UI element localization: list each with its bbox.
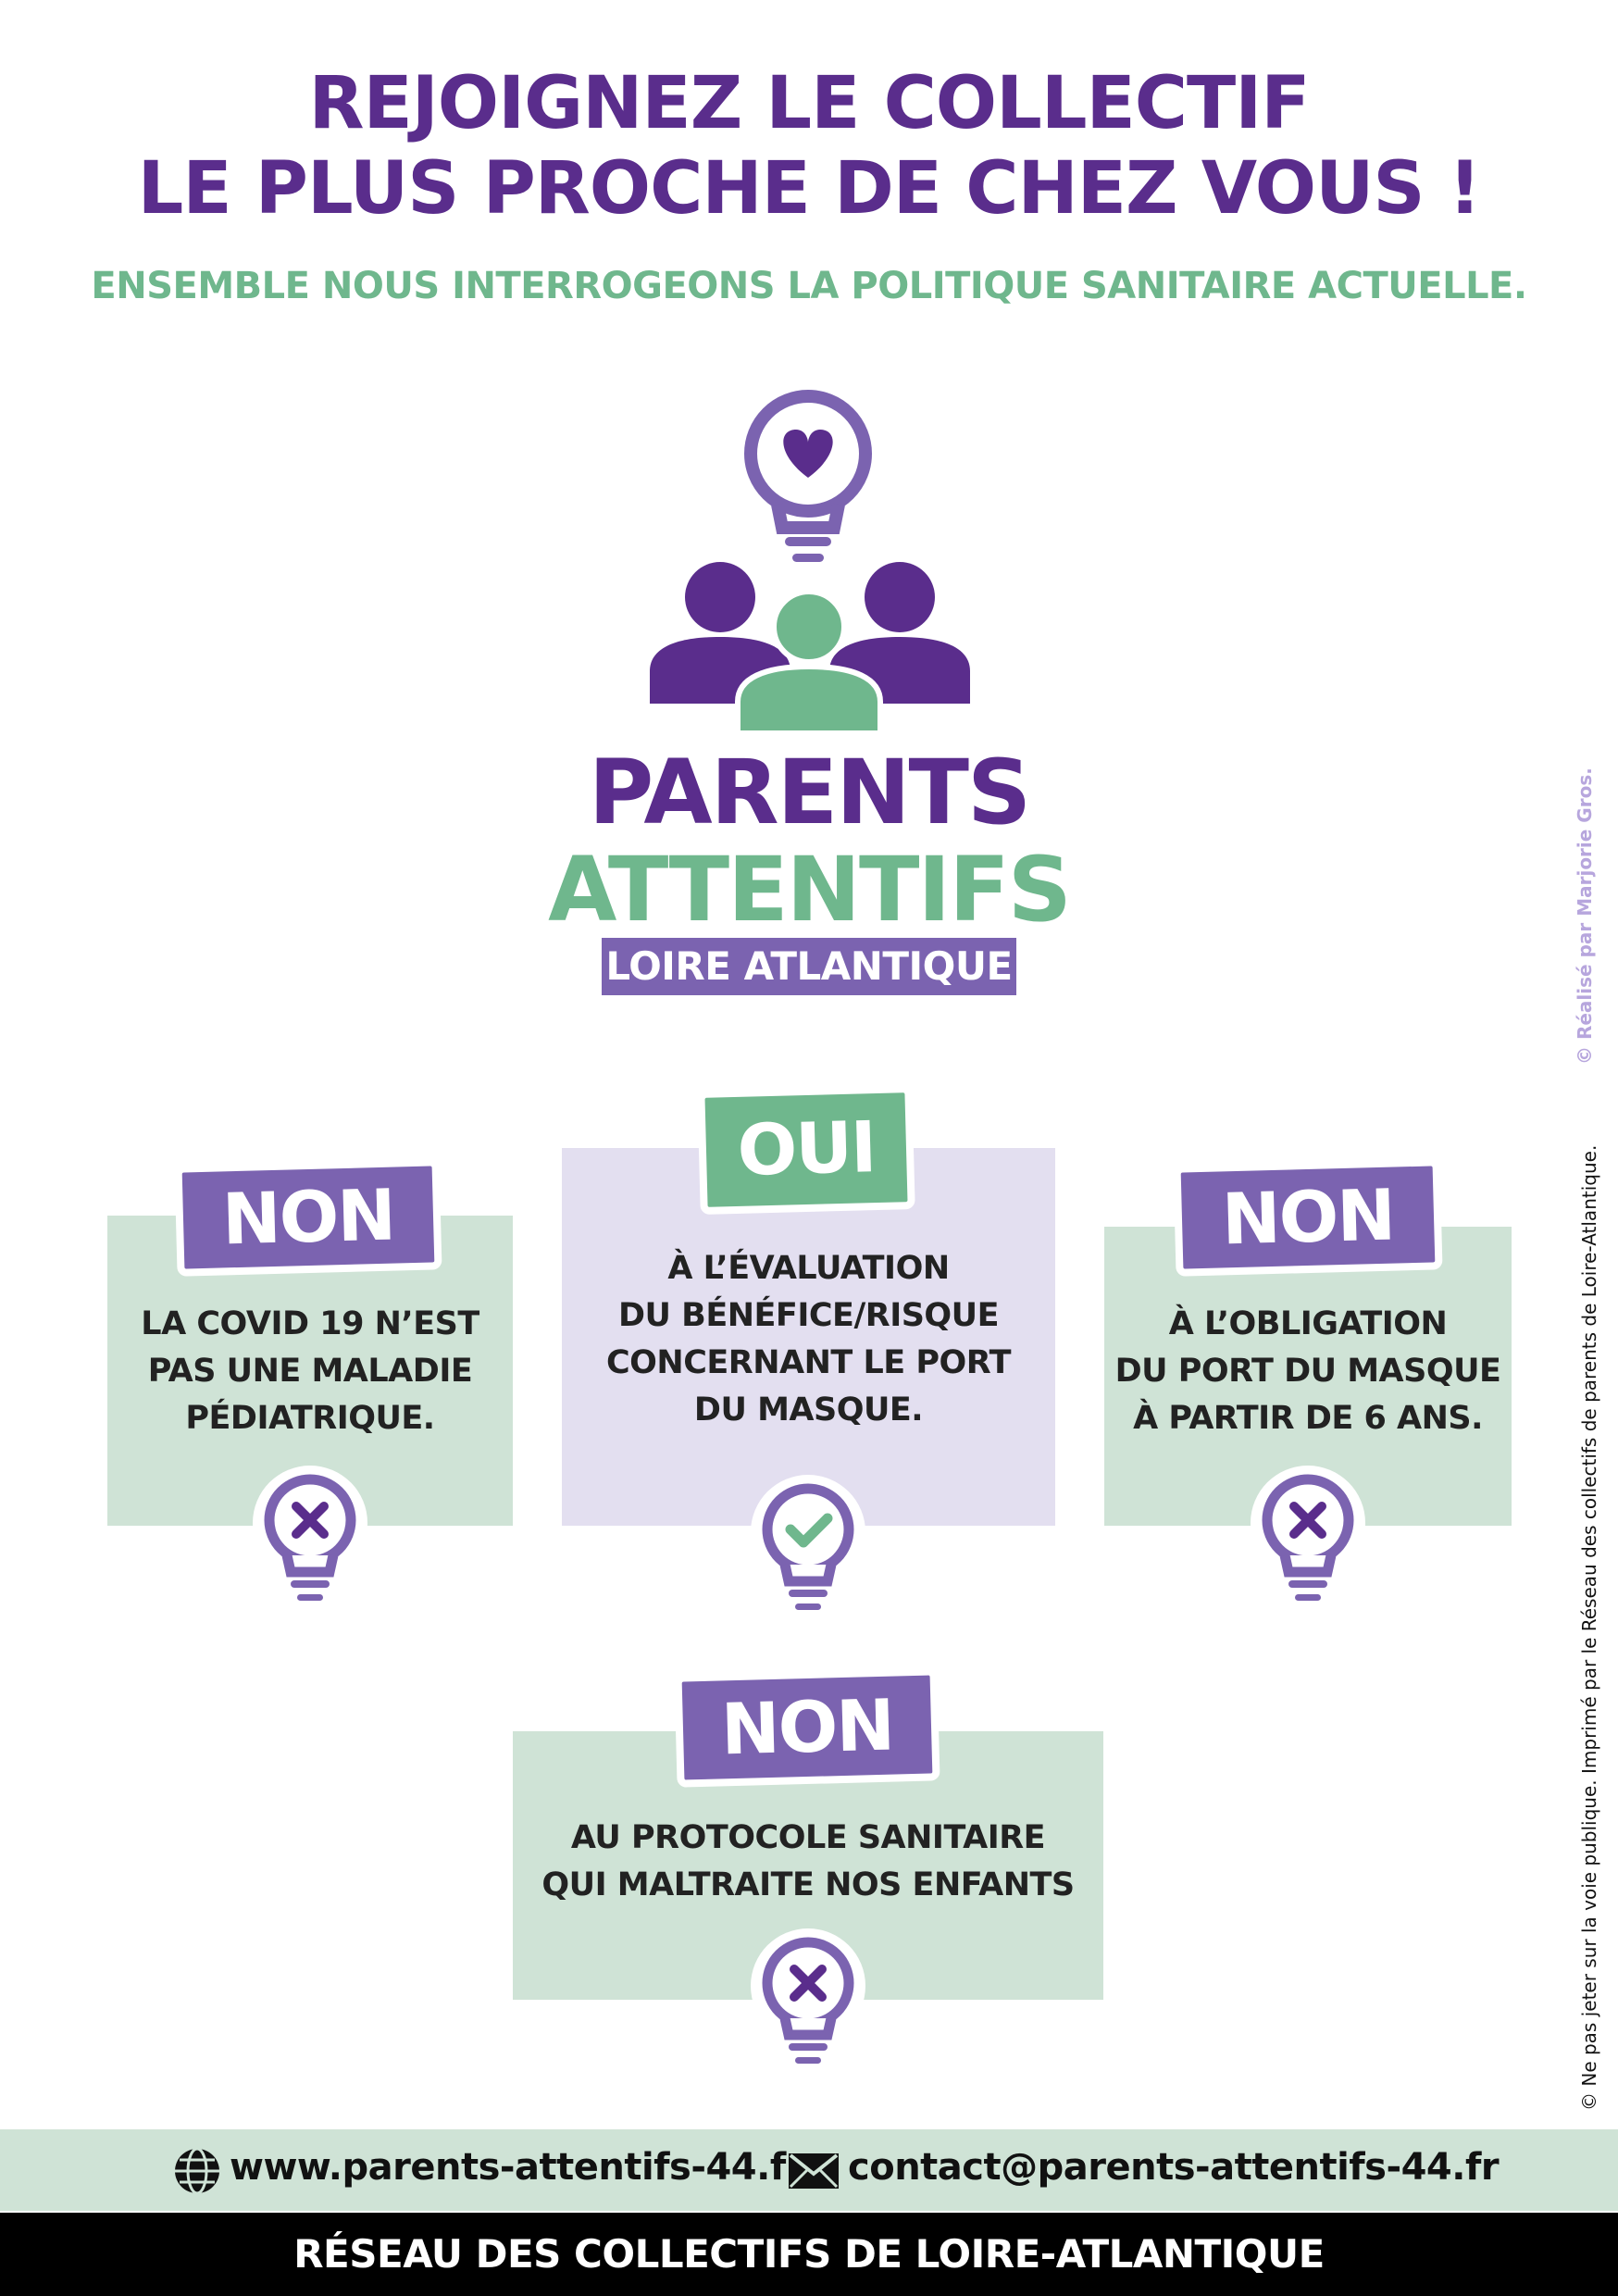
oui-tag: OUI [697,1084,915,1216]
check-icon [751,1475,865,1610]
network-banner: RÉSEAU DES COLLECTIFS DE LOIRE-ATLANTIQU… [0,2213,1618,2296]
envelope-icon [789,2153,839,2189]
email-link[interactable]: contact@parents-attentifs-44.fr [848,2146,1500,2189]
logo-loire-atlantique: LOIRE ATLANTIQUE [602,938,1016,995]
panel-text: À L’ÉVALUATION DU BÉNÉFICE/RISQUE CONCER… [605,1250,1012,1429]
x-icon [253,1466,367,1601]
x-icon [1251,1466,1365,1601]
globe-icon [175,2147,219,2195]
non-tag: NON [674,1667,940,1788]
logo-attentifs: ATTENTIFS [548,838,1072,942]
panel-text: AU PROTOCOLE SANITAIRE QUI MALTRAITE NOS… [541,1819,1075,1903]
title-line-1: REJOIGNEZ LE COLLECTIF [308,62,1310,145]
title-line-2: LE PLUS PROCHE DE CHEZ VOUS ! [137,147,1482,231]
non-tag: NON [1173,1158,1443,1277]
logo-icon [650,390,970,736]
x-icon [751,1928,865,2064]
website-link[interactable]: www.parents-attentifs-44.fr [230,2146,803,2189]
print-notice: © Ne pas jeter sur la voie publique. Imp… [1578,1144,1600,2111]
logo-parents: PARENTS [588,741,1031,844]
panel-text: LA COVID 19 N’EST PAS UNE MALADIE PÉDIAT… [141,1305,479,1437]
credit-text: © Réalisé par Marjorie Gros. [1574,767,1596,1065]
non-tag: NON [174,1158,442,1277]
subtitle: ENSEMBLE NOUS INTERROGEONS LA POLITIQUE … [91,265,1527,307]
panel-text: À L’OBLIGATION DU PORT DU MASQUE À PARTI… [1114,1305,1501,1437]
